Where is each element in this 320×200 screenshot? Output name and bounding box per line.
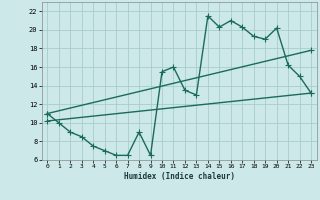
- X-axis label: Humidex (Indice chaleur): Humidex (Indice chaleur): [124, 172, 235, 181]
